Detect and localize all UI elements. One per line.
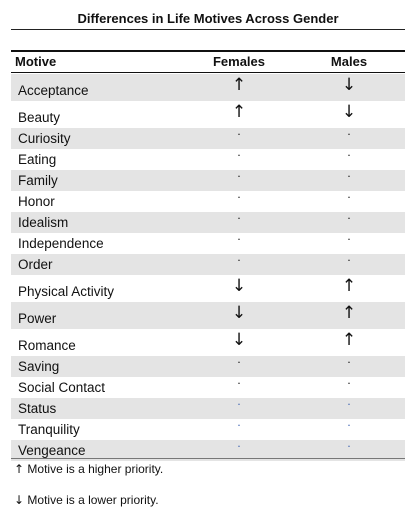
column-header-males: Males: [330, 54, 368, 69]
females-cell: ·: [237, 440, 241, 453]
motive-cell: Order: [18, 257, 53, 272]
table-row: Honor · ·: [11, 191, 405, 212]
header-bottom-rule: [11, 72, 405, 73]
females-cell: ·: [237, 419, 241, 432]
females-cell: ·: [237, 398, 241, 411]
table-body: Acceptance ↑ ↓ Beauty ↑ ↓ Curiosity · · Eating · · F…: [11, 74, 405, 461]
table-row: Physical Activity ↓ ↑: [11, 275, 405, 302]
up-arrow-icon: ↑: [14, 462, 25, 476]
motive-cell: Honor: [18, 194, 55, 209]
table-row: Power ↓ ↑: [11, 302, 405, 329]
table-row: Idealism · ·: [11, 212, 405, 233]
males-cell: ·: [347, 398, 351, 411]
males-cell: ↑: [341, 276, 357, 296]
males-cell: ·: [347, 419, 351, 432]
motive-cell: Independence: [18, 236, 104, 251]
table-row: Independence · ·: [11, 233, 405, 254]
males-cell: ↓: [341, 75, 357, 95]
females-cell: ·: [237, 191, 241, 204]
females-cell: ·: [237, 170, 241, 183]
motive-cell: Curiosity: [18, 131, 71, 146]
table-row: Social Contact · ·: [11, 377, 405, 398]
table-row: Curiosity · ·: [11, 128, 405, 149]
males-cell: ·: [347, 440, 351, 453]
females-cell: ·: [237, 377, 241, 390]
table-row: Tranquility · ·: [11, 419, 405, 440]
column-header-motive: Motive: [15, 54, 57, 69]
legend-higher: ↑ Motive is a higher priority.: [14, 461, 163, 477]
females-cell: ↓: [231, 330, 247, 350]
motive-cell: Beauty: [18, 110, 61, 125]
motive-cell: Idealism: [18, 215, 69, 230]
legend-lower: ↓ Motive is a lower priority.: [14, 492, 159, 508]
motive-cell: Status: [18, 401, 57, 416]
table-row: Family · ·: [11, 170, 405, 191]
table-row: Vengeance · ·: [11, 440, 405, 461]
motive-cell: Saving: [18, 359, 60, 374]
females-cell: ·: [237, 254, 241, 267]
motive-cell: Social Contact: [18, 380, 106, 395]
motive-cell: Acceptance: [18, 83, 89, 98]
table-row: Order · ·: [11, 254, 405, 275]
females-cell: ↑: [231, 102, 247, 122]
males-cell: ↓: [341, 102, 357, 122]
motive-cell: Tranquility: [18, 422, 80, 437]
females-cell: ·: [237, 233, 241, 246]
motive-cell: Physical Activity: [18, 284, 115, 299]
males-cell: ·: [347, 191, 351, 204]
males-cell: ·: [347, 254, 351, 267]
motive-cell: Vengeance: [18, 443, 86, 458]
column-header-females: Females: [212, 54, 266, 69]
motive-cell: Eating: [18, 152, 57, 167]
females-cell: ↓: [231, 276, 247, 296]
females-cell: ·: [237, 356, 241, 369]
table-row: Status · ·: [11, 398, 405, 419]
males-cell: ↑: [341, 303, 357, 323]
females-cell: ↓: [231, 303, 247, 323]
table-row: Beauty ↑ ↓: [11, 101, 405, 128]
females-cell: ·: [237, 128, 241, 141]
females-cell: ·: [237, 149, 241, 162]
males-cell: ·: [347, 233, 351, 246]
table-row: Eating · ·: [11, 149, 405, 170]
table-row: Acceptance ↑ ↓: [11, 74, 405, 101]
down-arrow-icon: ↓: [14, 493, 25, 507]
males-cell: ·: [347, 356, 351, 369]
males-cell: ·: [347, 128, 351, 141]
legend-lower-text: Motive is a lower priority.: [27, 493, 159, 507]
table-bottom-rule: [11, 458, 405, 459]
males-cell: ↑: [341, 330, 357, 350]
table-title: Differences in Life Motives Across Gende…: [11, 9, 405, 30]
table-header: Motive Females Males: [11, 52, 405, 72]
table-row: Saving · ·: [11, 356, 405, 377]
table-row: Romance ↓ ↑: [11, 329, 405, 356]
header-top-rule: [11, 50, 405, 52]
females-cell: ·: [237, 212, 241, 225]
legend-higher-text: Motive is a higher priority.: [27, 462, 164, 476]
motive-cell: Power: [18, 311, 57, 326]
males-cell: ·: [347, 212, 351, 225]
males-cell: ·: [347, 170, 351, 183]
males-cell: ·: [347, 377, 351, 390]
males-cell: ·: [347, 149, 351, 162]
motive-cell: Romance: [18, 338, 76, 353]
females-cell: ↑: [231, 75, 247, 95]
motive-cell: Family: [18, 173, 58, 188]
